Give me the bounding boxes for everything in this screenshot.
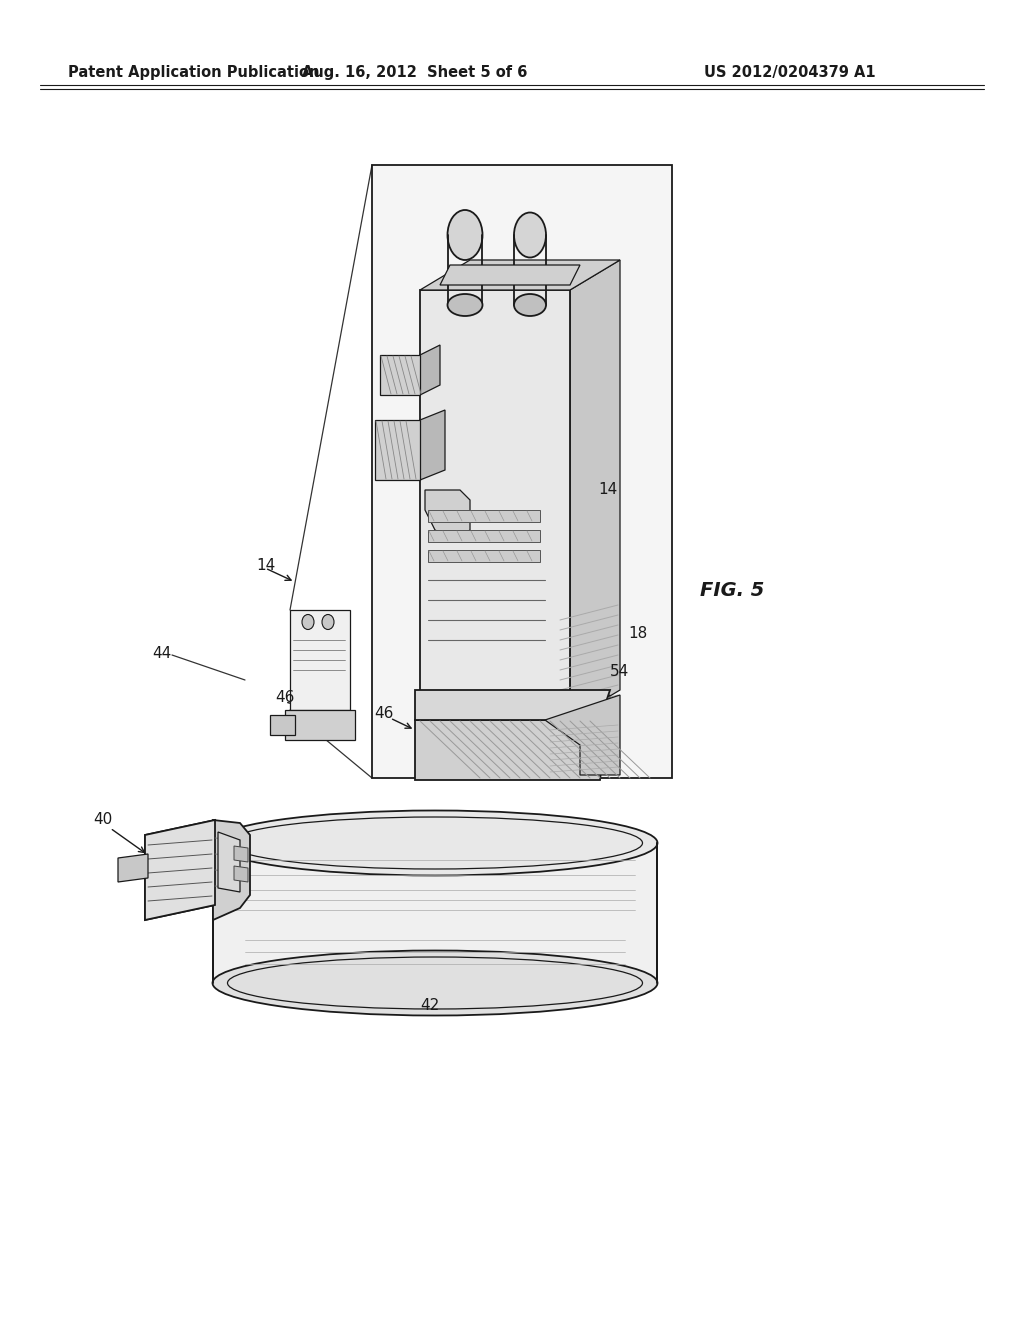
Text: Patent Application Publication: Patent Application Publication [68, 65, 319, 79]
Ellipse shape [213, 950, 657, 1015]
Text: 40: 40 [93, 813, 113, 828]
Polygon shape [415, 696, 610, 780]
Bar [372, 165, 672, 777]
Text: 14: 14 [598, 483, 617, 498]
Polygon shape [270, 715, 295, 735]
Ellipse shape [322, 615, 334, 630]
Polygon shape [420, 345, 440, 395]
Text: US 2012/0204379 A1: US 2012/0204379 A1 [705, 65, 876, 79]
Polygon shape [415, 690, 610, 719]
Polygon shape [440, 265, 580, 285]
Polygon shape [234, 846, 248, 862]
Polygon shape [213, 843, 657, 983]
Polygon shape [213, 820, 250, 920]
Text: 46: 46 [275, 690, 294, 705]
Text: 46: 46 [374, 705, 393, 721]
Bar [290, 610, 350, 710]
Text: 44: 44 [152, 645, 171, 660]
Text: 18: 18 [628, 626, 647, 640]
Polygon shape [285, 710, 355, 741]
Polygon shape [218, 832, 240, 892]
Polygon shape [380, 355, 420, 395]
Text: 54: 54 [610, 664, 630, 680]
Polygon shape [420, 260, 620, 290]
Ellipse shape [447, 210, 482, 260]
Text: Aug. 16, 2012  Sheet 5 of 6: Aug. 16, 2012 Sheet 5 of 6 [302, 65, 527, 79]
Polygon shape [428, 550, 540, 562]
Polygon shape [420, 411, 445, 480]
Ellipse shape [514, 213, 546, 257]
Ellipse shape [213, 810, 657, 875]
Text: 14: 14 [256, 557, 275, 573]
Polygon shape [420, 290, 570, 719]
Polygon shape [118, 854, 148, 882]
Polygon shape [428, 510, 540, 521]
Ellipse shape [302, 615, 314, 630]
Polygon shape [428, 531, 540, 543]
Polygon shape [545, 696, 620, 775]
Polygon shape [145, 820, 215, 920]
Polygon shape [145, 820, 225, 920]
Polygon shape [234, 866, 248, 882]
Ellipse shape [514, 294, 546, 315]
Polygon shape [375, 420, 420, 480]
Polygon shape [570, 260, 620, 719]
Polygon shape [425, 490, 470, 540]
Ellipse shape [447, 294, 482, 315]
Text: FIG. 5: FIG. 5 [700, 581, 764, 599]
Text: 42: 42 [421, 998, 439, 1012]
